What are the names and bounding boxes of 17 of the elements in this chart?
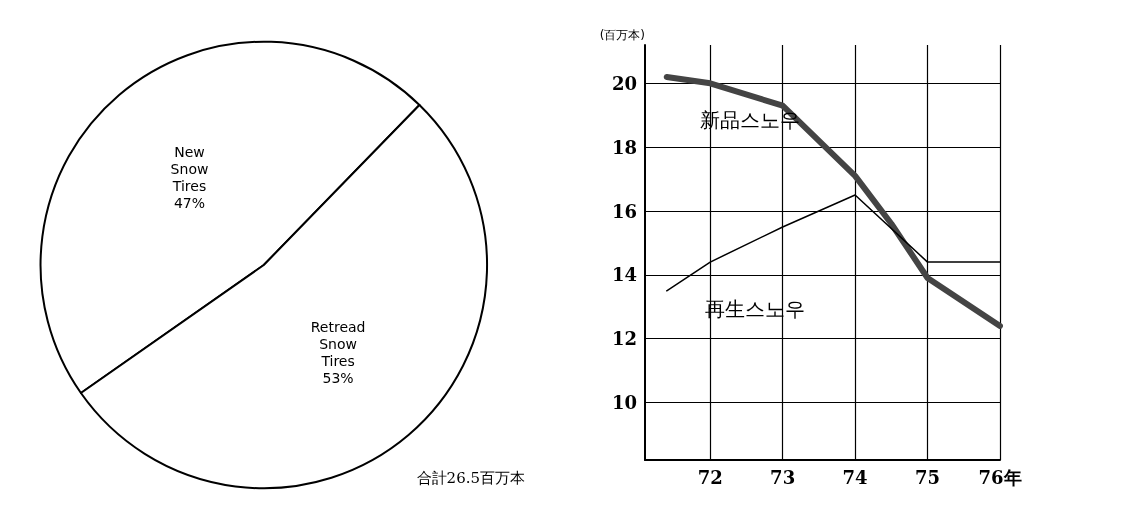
y-tick-label: 20 [611,72,637,94]
x-tick-label: 75 [915,466,941,488]
y-tick-label: 18 [611,136,637,158]
data-label: 47% [173,195,206,212]
x-tick-label: 72 [697,466,723,488]
x-tick-label: 74 [842,466,868,488]
slice-label: New Snow Tires [170,144,209,195]
y-tick-label: 10 [611,392,637,414]
data-label: 53% [322,369,354,386]
y-tick-label: 12 [611,328,637,350]
y-axis-title: (百万本) [599,28,645,42]
y-tick-label: 16 [611,200,637,222]
text: 合計26.5百万本 [416,468,526,487]
x-tick-label: 73 [770,466,796,488]
y-tick-label: 14 [611,264,637,286]
x-tick-label: 76年 [978,466,1022,488]
slice-label: Retread Snow Tires [310,318,366,369]
